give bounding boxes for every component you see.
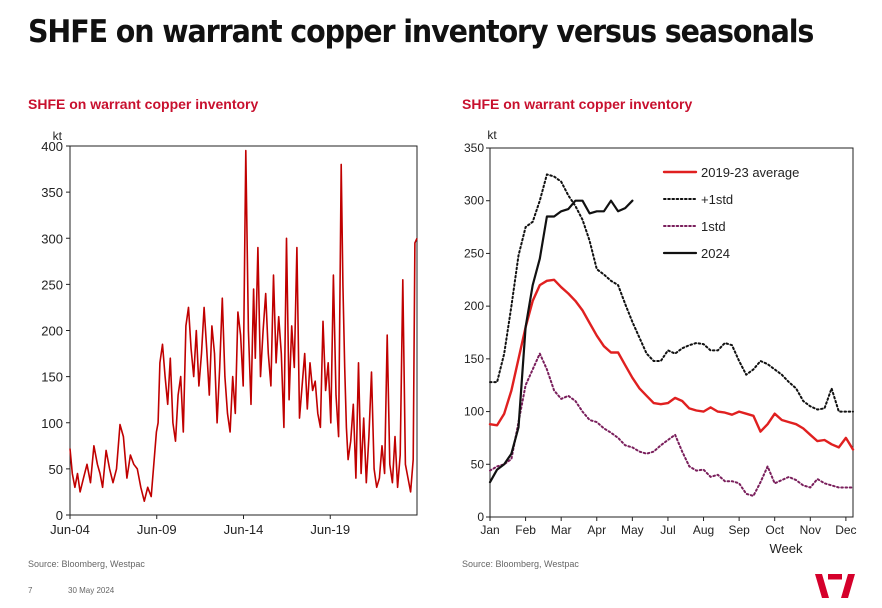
left-y-tick-label: 0 <box>56 508 63 523</box>
right-chart-source: Source: Bloomberg, Westpac <box>462 559 579 569</box>
page-number: 7 <box>28 586 33 595</box>
left-y-tick-label: 50 <box>49 462 63 477</box>
right-x-tick-label: Oct <box>765 523 784 537</box>
left-x-tick-label: Jun-14 <box>224 522 264 537</box>
right-chart-title: SHFE on warrant copper inventory <box>462 96 693 112</box>
left-y-tick-label: 350 <box>41 185 63 200</box>
right-y-tick-label: 150 <box>464 352 484 366</box>
right-x-tick-label: Dec <box>835 523 856 537</box>
right-x-tick-label: Jan <box>480 523 499 537</box>
left-y-tick-label: 100 <box>41 416 63 431</box>
right-series-line-2024 <box>488 199 634 484</box>
legend-label-2019-23-average: 2019-23 average <box>701 165 799 180</box>
westpac-logo-icon <box>815 574 855 598</box>
right-x-tick-label: Jul <box>660 523 675 537</box>
left-x-tick-label: Jun-09 <box>137 522 177 537</box>
right-y-tick-label: 300 <box>464 194 484 208</box>
legend-label--1std: +1std <box>701 192 733 207</box>
right-y-tick-label: 350 <box>464 141 484 155</box>
left-x-tick-label: Jun-19 <box>310 522 350 537</box>
right-x-tick-label: Apr <box>587 523 606 537</box>
right-y-tick-label: 250 <box>464 246 484 260</box>
left-y-tick-label: 400 <box>41 139 63 154</box>
right-x-tick-label: Feb <box>515 523 536 537</box>
left-y-tick-label: 300 <box>41 231 63 246</box>
right-x-tick-label: Aug <box>693 523 714 537</box>
right-y-tick-label: 50 <box>471 457 485 471</box>
right-plot-frame <box>489 147 854 518</box>
right-x-tick-label: Nov <box>800 523 821 537</box>
right-x-axis-label: Week <box>770 541 803 556</box>
left-y-tick-label: 150 <box>41 370 63 385</box>
left-y-tick-label: 250 <box>41 277 63 292</box>
left-x-tick-label: Jun-04 <box>50 522 90 537</box>
legend-label-2024: 2024 <box>701 246 730 261</box>
right-series-line-1std <box>489 352 854 497</box>
footer-date: 30 May 2024 <box>68 586 115 595</box>
right-y-tick-label: 0 <box>477 510 484 524</box>
right-y-tick-label: 200 <box>464 299 484 313</box>
legend-label-1std: 1std <box>701 219 726 234</box>
right-series-line--1std <box>489 173 854 413</box>
right-x-tick-label: May <box>621 523 644 537</box>
left-series-line <box>69 149 418 503</box>
right-series-line-2019-23-average <box>488 278 855 451</box>
left-y-tick-label: 200 <box>41 324 63 339</box>
right-x-tick-label: Mar <box>551 523 572 537</box>
left-chart-title: SHFE on warrant copper inventory <box>28 96 259 112</box>
left-y-axis-label: kt <box>53 129 63 143</box>
page-title: SHFE on warrant copper inventory versus … <box>28 14 814 50</box>
right-y-tick-label: 100 <box>464 405 484 419</box>
left-chart-source: Source: Bloomberg, Westpac <box>28 559 145 569</box>
right-x-tick-label: Sep <box>728 523 750 537</box>
right-y-axis-label: kt <box>487 128 497 142</box>
